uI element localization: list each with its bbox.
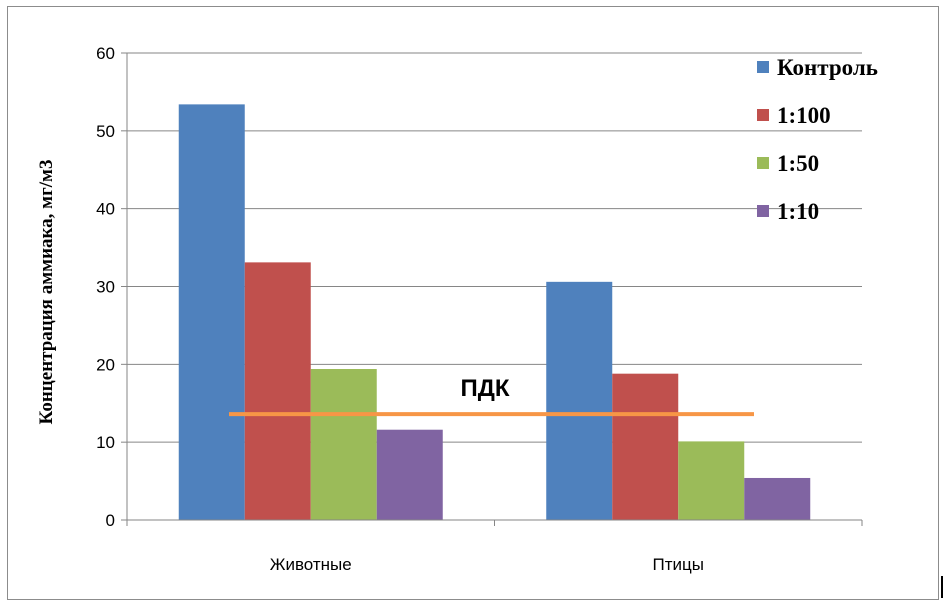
bar-1-2	[244, 262, 311, 520]
legend-label: 1:100	[777, 103, 831, 128]
axes	[121, 52, 863, 526]
bar-2-1	[546, 281, 613, 520]
bar-2-3	[678, 441, 745, 520]
y-axis-title: Концентрация аммиака, мг/м3	[36, 160, 57, 425]
reference-line-label: ПДК	[461, 375, 510, 402]
y-tick-label: 40	[96, 200, 115, 219]
bar-1-4	[376, 429, 443, 520]
legend-swatch	[757, 61, 769, 73]
reference-line-group: ПДК	[229, 375, 754, 417]
bar-2-4	[744, 477, 811, 520]
legend-label: 1:10	[777, 199, 819, 224]
bar-1-3	[310, 369, 377, 520]
y-tick-label: 50	[96, 122, 115, 141]
legend-label: 1:50	[777, 151, 819, 176]
y-tick-label: 60	[96, 44, 115, 63]
legend: Контроль 1:100 1:50 1:10	[757, 55, 878, 224]
y-tick-label: 30	[96, 278, 115, 297]
x-category-label: Животные	[270, 555, 352, 574]
y-tick-label: 20	[96, 355, 115, 374]
y-tick-label: 10	[96, 433, 115, 452]
y-tick-label: 0	[106, 511, 115, 530]
x-category-label: Птицы	[653, 555, 704, 574]
bar-1-1	[178, 104, 245, 521]
legend-swatch	[757, 157, 769, 169]
x-category-labels: Животные Птицы	[270, 555, 704, 574]
bar-2-2	[612, 373, 679, 520]
legend-swatch	[757, 205, 769, 217]
legend-swatch	[757, 109, 769, 121]
legend-label: Контроль	[777, 55, 878, 80]
bars	[178, 104, 811, 521]
y-tick-labels: 0 10 20 30 40 50 60	[96, 44, 115, 530]
edge-mark	[941, 576, 943, 598]
